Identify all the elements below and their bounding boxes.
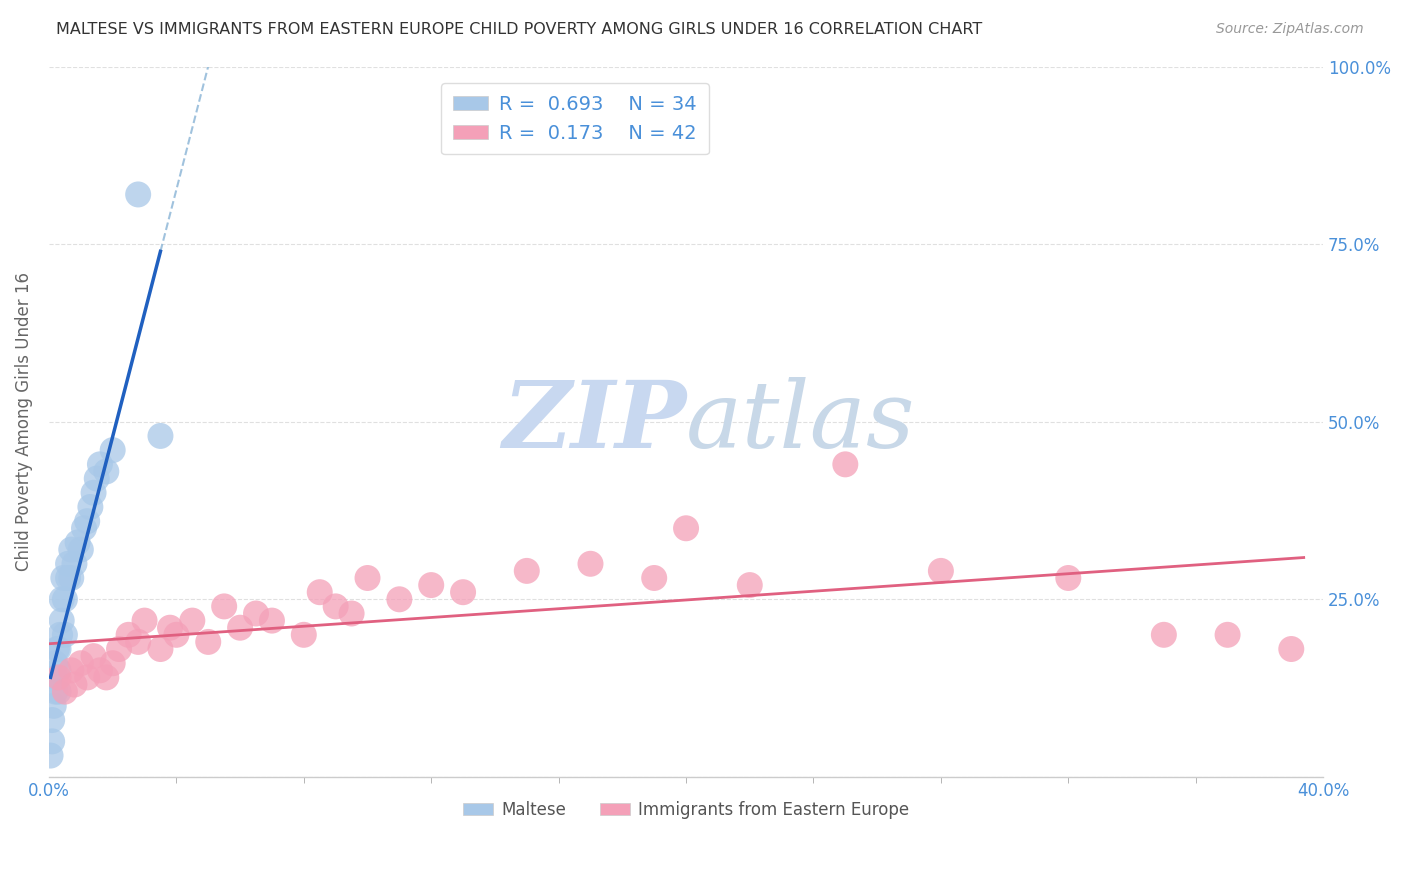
Point: [451, 585, 474, 599]
Point: [1153, 628, 1175, 642]
Point: [388, 592, 411, 607]
Point: [79, 500, 101, 514]
Point: [325, 599, 347, 614]
Point: [117, 628, 139, 642]
Point: [834, 458, 856, 472]
Point: [181, 614, 204, 628]
Point: [127, 635, 149, 649]
Point: [149, 642, 172, 657]
Point: [53, 684, 76, 698]
Point: [134, 614, 156, 628]
Point: [420, 578, 443, 592]
Point: [48, 642, 70, 657]
Point: [41, 713, 63, 727]
Point: [340, 607, 363, 621]
Point: [579, 557, 602, 571]
Point: [1279, 642, 1302, 657]
Point: [51, 614, 73, 628]
Point: [229, 621, 252, 635]
Point: [1057, 571, 1080, 585]
Point: [69, 542, 91, 557]
Point: [89, 663, 111, 677]
Text: ZIP: ZIP: [502, 376, 686, 467]
Point: [929, 564, 952, 578]
Point: [1216, 628, 1239, 642]
Point: [63, 677, 86, 691]
Point: [356, 571, 378, 585]
Point: [69, 657, 91, 671]
Point: [41, 734, 63, 748]
Point: [245, 607, 267, 621]
Point: [292, 628, 315, 642]
Point: [83, 649, 105, 664]
Point: [212, 599, 235, 614]
Point: [165, 628, 187, 642]
Point: [149, 429, 172, 443]
Legend: Maltese, Immigrants from Eastern Europe: Maltese, Immigrants from Eastern Europe: [457, 794, 915, 825]
Text: MALTESE VS IMMIGRANTS FROM EASTERN EUROPE CHILD POVERTY AMONG GIRLS UNDER 16 COR: MALTESE VS IMMIGRANTS FROM EASTERN EUROP…: [56, 22, 983, 37]
Point: [66, 535, 89, 549]
Point: [60, 571, 83, 585]
Point: [48, 670, 70, 684]
Y-axis label: Child Poverty Among Girls Under 16: Child Poverty Among Girls Under 16: [15, 272, 32, 571]
Point: [48, 684, 70, 698]
Point: [159, 621, 181, 635]
Point: [83, 485, 105, 500]
Point: [738, 578, 761, 592]
Point: [52, 571, 75, 585]
Point: [60, 663, 83, 677]
Point: [675, 521, 697, 535]
Point: [53, 592, 76, 607]
Point: [101, 657, 124, 671]
Point: [39, 748, 62, 763]
Point: [56, 571, 79, 585]
Point: [89, 458, 111, 472]
Point: [643, 571, 665, 585]
Point: [76, 514, 98, 528]
Point: [86, 471, 108, 485]
Point: [516, 564, 538, 578]
Point: [73, 521, 96, 535]
Point: [308, 585, 330, 599]
Point: [53, 628, 76, 642]
Point: [96, 465, 118, 479]
Point: [108, 642, 131, 657]
Point: [44, 684, 66, 698]
Point: [45, 642, 67, 657]
Text: atlas: atlas: [686, 376, 915, 467]
Point: [56, 557, 79, 571]
Point: [44, 657, 66, 671]
Point: [197, 635, 219, 649]
Point: [96, 670, 118, 684]
Point: [49, 628, 72, 642]
Point: [76, 670, 98, 684]
Point: [48, 663, 70, 677]
Point: [127, 187, 149, 202]
Point: [42, 698, 65, 713]
Point: [260, 614, 283, 628]
Point: [101, 443, 124, 458]
Point: [44, 670, 66, 684]
Point: [60, 542, 83, 557]
Text: Source: ZipAtlas.com: Source: ZipAtlas.com: [1216, 22, 1364, 37]
Point: [63, 557, 86, 571]
Point: [51, 592, 73, 607]
